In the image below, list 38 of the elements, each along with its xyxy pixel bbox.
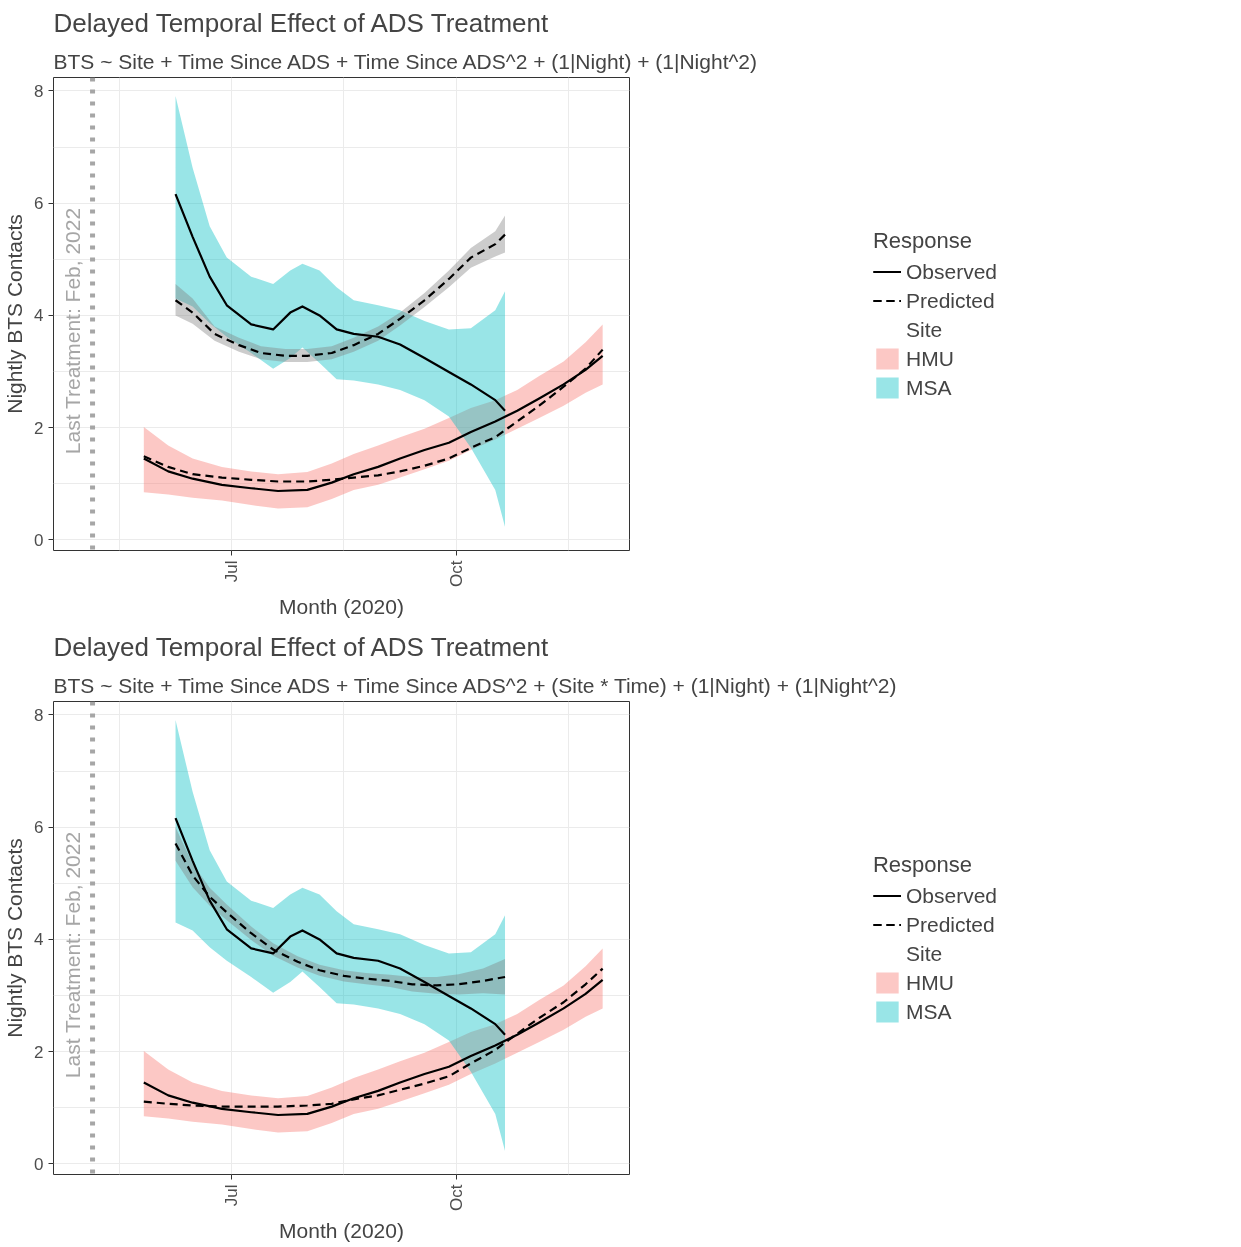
text: Site: [905, 317, 943, 340]
y-tick-label: 8: [34, 705, 44, 725]
legend-label: Observed: [905, 883, 998, 907]
x-tick-label: Jul: [222, 1184, 242, 1207]
y-tick-label: 0: [34, 1154, 44, 1174]
y-tick-label: 0: [34, 530, 44, 550]
text: Response: [872, 851, 973, 876]
y-tick-label: 8: [34, 81, 44, 101]
y-tick-label: 6: [34, 818, 44, 838]
legend-label: HMU: [905, 970, 954, 994]
text: Site: [905, 941, 943, 964]
legend-label: MSA: [905, 999, 952, 1023]
chart-title: Delayed Temporal Effect of ADS Treatment: [53, 631, 550, 662]
legend-label: Predicted: [905, 912, 995, 936]
x-axis-title: Month (2020): [279, 1218, 404, 1242]
y-axis-title: Nightly BTS Contacts: [3, 838, 27, 1038]
x-tick-label: Jul: [222, 560, 242, 583]
legend-label: Predicted: [905, 288, 995, 312]
x-tick-label: Oct: [446, 1184, 466, 1211]
text: Response: [872, 227, 973, 252]
x-tick-label: Oct: [446, 560, 466, 587]
y-tick-label: 6: [34, 194, 44, 214]
y-axis-title: Nightly BTS Contacts: [3, 214, 27, 414]
legend-label: Observed: [905, 259, 998, 283]
y-tick-label: 2: [34, 418, 44, 438]
y-tick-label: 4: [34, 930, 44, 950]
ref-line-label: Last Treatment: Feb, 2022: [61, 207, 85, 455]
legend-label: MSA: [905, 375, 952, 399]
line-series: [174, 817, 507, 1036]
chart-title: Delayed Temporal Effect of ADS Treatment: [53, 7, 550, 38]
legend-label: HMU: [905, 346, 954, 370]
ref-line-label: Last Treatment: Feb, 2022: [61, 831, 85, 1079]
chart-subtitle: BTS ~ Site + Time Since ADS + Time Since ADS^2 + (Site * Time) + (1|Night) + (1|Night^2): [53, 673, 897, 697]
y-tick-label: 4: [34, 306, 44, 326]
x-axis-title: Month (2020): [279, 594, 404, 618]
line-series: [174, 193, 507, 412]
chart-subtitle: BTS ~ Site + Time Since ADS + Time Since ADS^2 + (1|Night) + (1|Night^2): [53, 49, 757, 73]
y-tick-label: 2: [34, 1042, 44, 1062]
